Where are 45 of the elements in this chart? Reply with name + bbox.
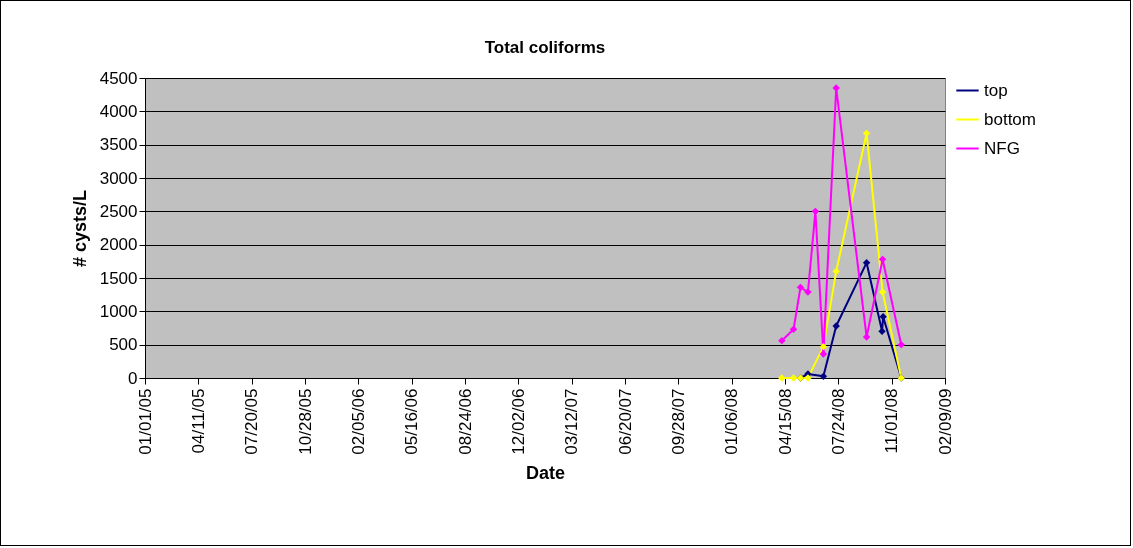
x-tick-label: 08/24/06 xyxy=(455,388,475,455)
point xyxy=(789,325,798,334)
point xyxy=(862,333,871,341)
x-tick-label: 09/28/07 xyxy=(668,388,688,455)
point xyxy=(862,258,871,267)
point xyxy=(778,336,786,345)
y-tick-label: 500 xyxy=(109,335,138,355)
x-tick-label: 05/16/06 xyxy=(402,388,422,455)
y-tick-label: 1000 xyxy=(99,301,138,321)
y-tick-label: 1500 xyxy=(99,268,138,288)
legend-label: NFG xyxy=(984,138,1020,158)
y-axis-title: # cysts/L xyxy=(69,189,90,268)
point xyxy=(878,327,886,336)
x-tick-label: 04/15/08 xyxy=(775,388,795,455)
y-tick-label: 4000 xyxy=(99,101,138,121)
y-tick-label: 2000 xyxy=(99,235,138,255)
x-tick-label: 03/12/07 xyxy=(562,388,582,455)
x-tick-label: 11/01/08 xyxy=(882,388,902,454)
legend-label: top xyxy=(984,80,1008,100)
y-tick-label: 4500 xyxy=(99,68,138,88)
x-tick-label: 12/02/06 xyxy=(508,388,528,455)
point xyxy=(811,207,820,216)
point xyxy=(819,350,828,358)
x-tick-label: 02/09/09 xyxy=(935,388,955,455)
x-tick-label: 01/01/05 xyxy=(135,388,155,455)
x-tick-label: 01/06/08 xyxy=(722,388,742,455)
y-tick-label: 3000 xyxy=(99,168,138,188)
point xyxy=(819,372,828,381)
y-tick-label: 0 xyxy=(128,368,138,388)
x-tick-label: 07/24/08 xyxy=(828,388,848,455)
point xyxy=(878,288,887,296)
y-tick-label: 2500 xyxy=(99,201,138,221)
point xyxy=(897,340,905,349)
chart-title: Total coliforms xyxy=(484,38,606,57)
y-tick-label: 3500 xyxy=(99,135,138,155)
legend-label: bottom xyxy=(984,109,1036,129)
x-tick-label: 04/11/05 xyxy=(188,388,208,454)
x-tick-label: 06/20/07 xyxy=(615,388,635,455)
x-tick-label: 10/28/05 xyxy=(295,388,315,455)
x-axis-title: Date xyxy=(525,462,566,483)
point xyxy=(819,342,828,351)
point xyxy=(796,283,805,292)
x-tick-label: 07/20/05 xyxy=(242,388,262,455)
point xyxy=(832,267,840,276)
x-tick-label: 02/05/06 xyxy=(348,388,368,455)
